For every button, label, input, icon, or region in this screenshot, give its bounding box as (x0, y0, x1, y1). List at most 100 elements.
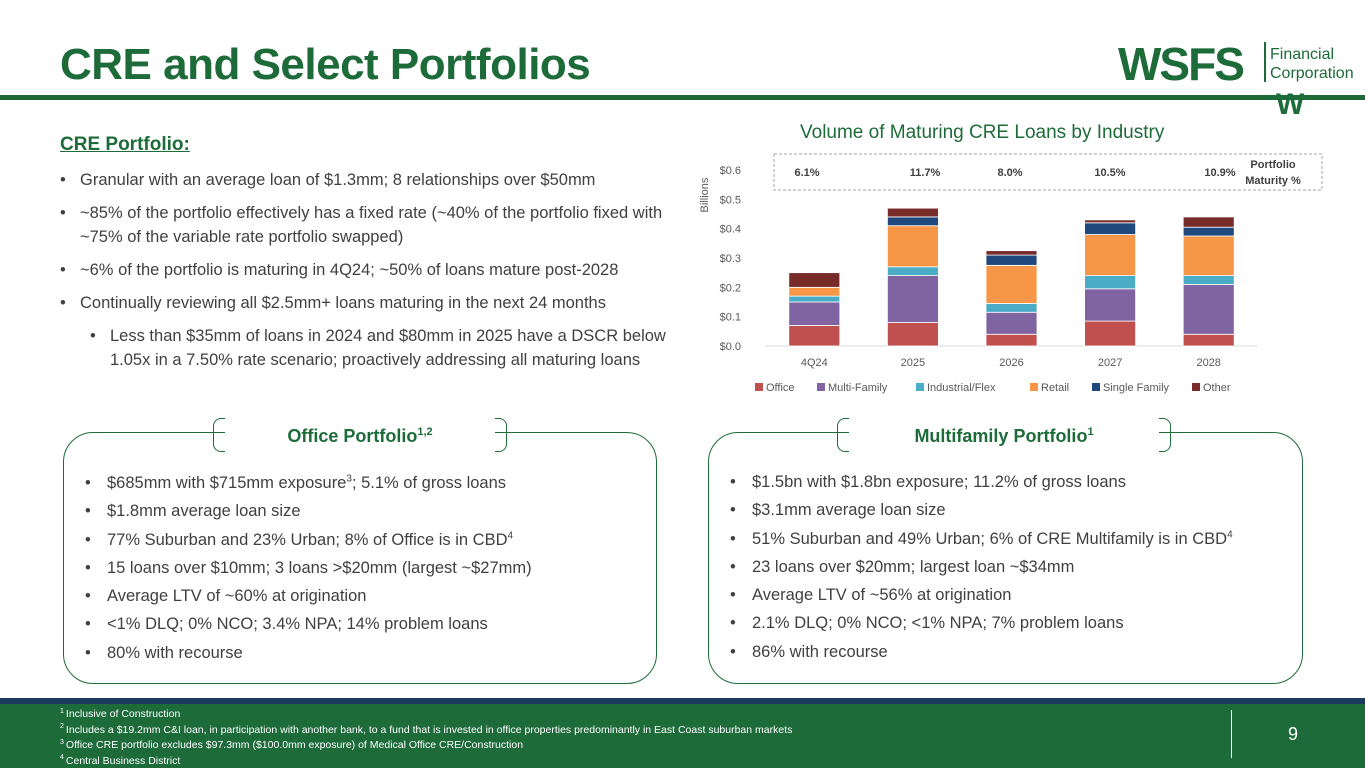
bar-segment-retail (886, 225, 939, 268)
cre-heading: CRE Portfolio: (60, 134, 190, 155)
office-label-text: Office Portfolio (287, 426, 418, 446)
legend-swatch (916, 383, 924, 391)
cre-bullet: Continually reviewing all $2.5mm+ loans … (60, 291, 700, 315)
maturity-pct-label: 8.0% (997, 167, 1022, 179)
bar-segment-industrial-flex (886, 266, 939, 277)
footnote-text: Central Business District (65, 754, 181, 767)
office-bullet: Average LTV of ~60% at origination (85, 582, 645, 611)
multifamily-bullet-list: $1.5bn with $1.8bn exposure; 11.2% of gr… (730, 468, 1290, 666)
logo-w-mark: W (1276, 88, 1305, 118)
footnote: 4 Central Business District (60, 754, 792, 768)
legend-swatch (755, 383, 763, 391)
office-bullet: 80% with recourse (85, 639, 645, 668)
wsfs-logo: WSFS Financial Corporation W (1118, 40, 1353, 118)
footnote-number: 3 (60, 738, 64, 746)
maturing-loans-chart: $0.0 $0.1 $0.2 $0.3 $0.4 $0.5 $0.6 Billions 4Q24… (699, 153, 1323, 394)
legend-label: Multi-Family (828, 382, 888, 394)
page-number: 9 (1288, 724, 1299, 744)
bar-segment-single-family (1084, 222, 1137, 235)
cre-bullet: ~6% of the portfolio is maturing in 4Q24… (60, 258, 700, 282)
multifamily-label-text: Multifamily Portfolio (914, 426, 1088, 446)
office-bullet: $1.8mm average loan size (85, 497, 645, 526)
office-bullet-text: Average LTV of ~60% at origination (107, 587, 367, 606)
bar-segment-multi-family (1084, 288, 1137, 322)
footnotes: 1 Inclusive of Construction 2 Includes a $1… (60, 707, 792, 768)
y-tick-label: $0.1 (720, 312, 741, 324)
multifamily-label-brace-left (837, 418, 849, 452)
multifamily-label-sup: 1 (1087, 426, 1094, 438)
y-tick-label: $0.5 (720, 194, 741, 206)
footnote-number: 1 (60, 707, 64, 715)
office-bullet-sup: 3 (346, 473, 352, 485)
office-bullet-text: $1.8mm average loan size (107, 502, 301, 521)
multifamily-portfolio-label: Multifamily Portfolio1 (849, 418, 1159, 452)
office-portfolio-label: Office Portfolio1,2 (225, 418, 495, 452)
footer-divider (1231, 710, 1232, 758)
legend-label: Industrial/Flex (927, 382, 996, 394)
logo-line2: Corporation (1270, 65, 1353, 82)
multifamily-bullet-text: 86% with recourse (752, 642, 888, 661)
bar-segment-industrial-flex (1182, 275, 1235, 285)
x-tick-label: 2025 (901, 357, 925, 369)
y-tick-label: $0.3 (720, 253, 741, 265)
multifamily-bullet-text: $1.5bn with $1.8bn exposure; 11.2% of gr… (752, 473, 1126, 491)
chart-title: Volume of Maturing CRE Loans by Industry (800, 122, 1165, 143)
y-tick-label: $0.4 (720, 224, 741, 236)
y-tick-label: $0.0 (720, 341, 741, 353)
x-tick-label: 2026 (999, 357, 1023, 369)
multifamily-bullet: 51% Suburban and 49% Urban; 6% of CRE Mu… (730, 525, 1290, 554)
multifamily-bullet-text: Average LTV of ~56% at origination (752, 586, 1012, 605)
legend-swatch (1192, 383, 1200, 391)
y-axis-label: Billions (699, 177, 711, 212)
footnote-text: Includes a $19.2mm C&I loan, in particip… (65, 723, 793, 736)
multifamily-bullet: 23 loans over $20mm; largest loan ~$34mm (730, 553, 1290, 582)
bar-segment-retail (788, 286, 841, 297)
multifamily-bullet: Average LTV of ~56% at origination (730, 581, 1290, 610)
office-bullet-sup: 4 (507, 530, 514, 542)
footnote-number: 4 (60, 754, 64, 761)
maturity-caption-line2: Maturity % (1245, 175, 1301, 187)
bar-segment-multi-family (788, 301, 841, 326)
y-tick-label: $0.2 (720, 282, 741, 294)
footer (0, 704, 1365, 768)
legend-label: Other (1203, 382, 1231, 394)
bar-segment-other (1182, 216, 1235, 228)
office-bullet-text: 80% with recourse (107, 643, 243, 662)
bar-segment-other (886, 207, 939, 218)
multifamily-bullet-text: 51% Suburban and 49% Urban; 6% of CRE Mu… (752, 529, 1228, 548)
office-bullet-list: $685mm with $715mm exposure3; 5.1% of gr… (85, 469, 645, 667)
office-label-sup: 1,2 (417, 426, 433, 438)
footnote-text: Inclusive of Construction (65, 708, 181, 720)
legend-label: Office (766, 382, 795, 394)
multifamily-label-brace-right (1159, 418, 1171, 452)
multifamily-bullet: 86% with recourse (730, 638, 1290, 667)
footnote-number: 2 (60, 723, 64, 730)
cre-bullet-list: Granular with an average loan of $1.3mm;… (60, 168, 700, 381)
bar-segment-retail (1084, 234, 1137, 276)
legend-label: Single Family (1103, 382, 1170, 394)
multifamily-bullet-text: $3.1mm average loan size (752, 501, 946, 520)
multifamily-bullet: 2.1% DLQ; 0% NCO; <1% NPA; 7% problem lo… (730, 609, 1290, 638)
maturity-pct-label: 10.5% (1094, 167, 1125, 179)
logo-line1: Financial (1270, 46, 1334, 63)
bar-segment-multi-family (886, 275, 939, 323)
bar-segment-office (1182, 333, 1235, 347)
footnote: 3 Office CRE portfolio excludes $97.3mm (… (60, 738, 792, 754)
footnote: 1 Inclusive of Construction (60, 707, 792, 723)
bar-segment-single-family (985, 254, 1038, 266)
cre-bullet: ~85% of the portfolio effectively has a … (60, 201, 700, 249)
office-bullet: 15 loans over $10mm; 3 loans >$20mm (lar… (85, 554, 645, 583)
multifamily-bullet-sup: 4 (1227, 529, 1233, 541)
multifamily-bullet: $3.1mm average loan size (730, 496, 1290, 525)
bar-segment-office (886, 322, 939, 347)
multifamily-bullet-text: 23 loans over $20mm; largest loan ~$34mm (752, 557, 1075, 576)
cre-sub-bullet: Less than $35mm of loans in 2024 and $80… (90, 324, 700, 372)
multifamily-bullet: $1.5bn with $1.8bn exposure; 11.2% of gr… (730, 468, 1290, 497)
bar-segment-other (1084, 219, 1137, 224)
page-title: CRE and Select Portfolios (60, 40, 591, 89)
office-bullet: <1% DLQ; 0% NCO; 3.4% NPA; 14% problem l… (85, 610, 645, 639)
legend-label: Retail (1041, 382, 1069, 394)
office-bullet-text: $685mm with $715mm exposure (107, 474, 347, 492)
maturity-caption-line1: Portfolio (1250, 159, 1295, 171)
bar-segment-retail (1182, 235, 1235, 276)
